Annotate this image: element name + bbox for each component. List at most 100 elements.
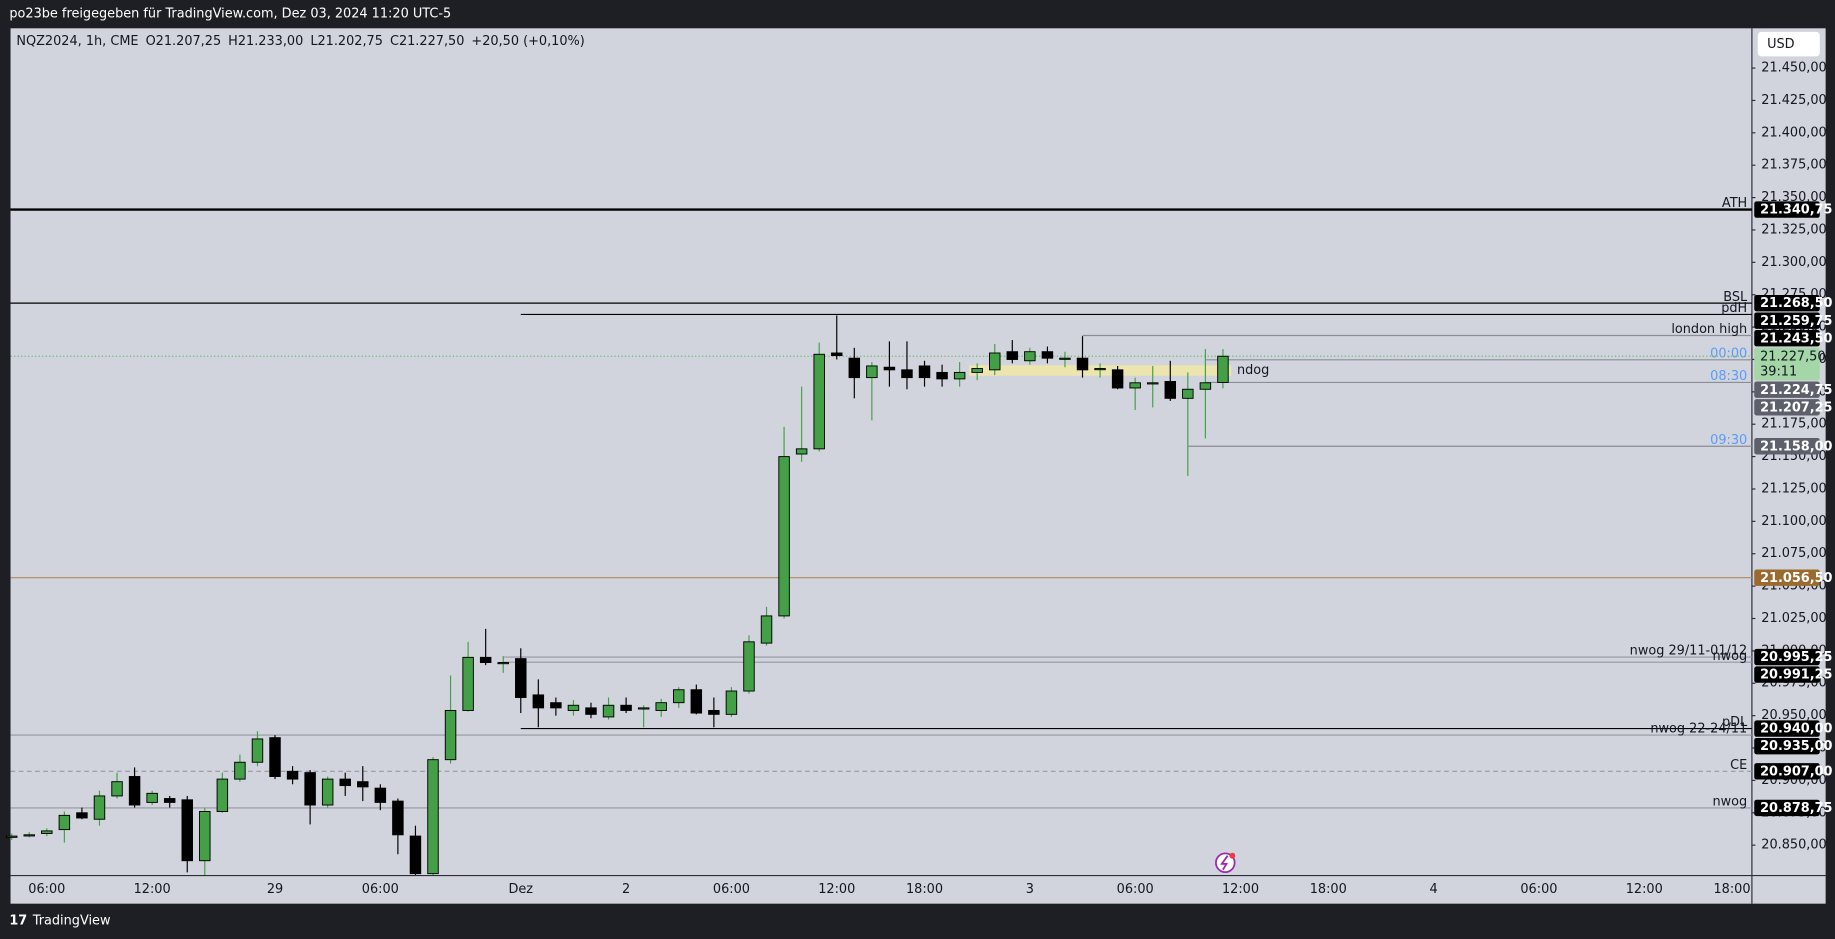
candle-body — [655, 702, 667, 711]
candle-body — [462, 656, 474, 711]
candle-body — [989, 352, 1001, 371]
level-box — [1754, 737, 1820, 755]
candle-body — [251, 738, 264, 763]
candle-body — [1111, 369, 1124, 389]
candle-body — [128, 776, 141, 806]
level-value: 20.991,25 — [1760, 668, 1832, 683]
currency-button[interactable] — [1757, 31, 1820, 57]
level-name: ATH — [1722, 196, 1747, 211]
candle-body — [5, 835, 18, 838]
ohlc-high: H21.233,00 — [228, 34, 303, 49]
candle-body — [392, 800, 404, 836]
candle-body — [1217, 355, 1229, 383]
y-tick-label: 20.850,00 — [1761, 838, 1826, 853]
level-value: 21.268,50 — [1760, 296, 1832, 311]
candle-body — [1059, 357, 1071, 360]
candle-body — [497, 662, 509, 665]
y-tick-label: 21.400,00 — [1761, 125, 1826, 140]
candle-body — [532, 694, 545, 709]
level-value: 21.158,00 — [1760, 439, 1832, 454]
candle-body — [620, 704, 632, 711]
candle-body — [953, 371, 966, 380]
y-tick-label: 21.350,00 — [1761, 190, 1826, 205]
zone-label: ndog — [1237, 363, 1269, 378]
y-tick-label: 21.175,00 — [1761, 417, 1826, 432]
candle-body — [673, 689, 685, 704]
candle-body — [304, 772, 316, 806]
x-tick-label: 12:00 — [134, 882, 171, 897]
level-value: 21.056,50 — [1760, 571, 1832, 586]
y-tick-label: 21.375,00 — [1761, 158, 1826, 173]
snapshot-icon[interactable] — [1215, 852, 1236, 873]
candle-body — [567, 704, 580, 711]
y-tick-label: 21.325,00 — [1761, 222, 1826, 237]
footer-brand: TradingView — [32, 914, 111, 929]
legend: NQZ2024, 1h, CME O21.207,25 H21.233,00 L21.… — [16, 34, 584, 49]
level-box — [1754, 399, 1820, 416]
countdown: 39:11 — [1760, 365, 1797, 380]
candle-body — [795, 448, 808, 455]
candle-body — [515, 658, 527, 698]
icon-bolt — [1220, 855, 1229, 871]
candle-body — [181, 799, 193, 862]
candle-body — [269, 737, 281, 777]
candle-body — [848, 357, 861, 379]
candle-body — [1006, 351, 1019, 360]
candle-body — [901, 369, 913, 379]
currency: USD — [1767, 37, 1795, 52]
candle-body — [708, 709, 720, 715]
ohlc-open: O21.207,25 — [146, 34, 222, 49]
x-tick-label: 06:00 — [713, 882, 750, 897]
candle-body — [1182, 388, 1194, 399]
candle-body — [1129, 382, 1141, 389]
candle-body — [146, 792, 158, 803]
candle-body — [918, 365, 931, 379]
candle-body — [936, 371, 948, 380]
x-tick-label: 2 — [622, 882, 630, 897]
icon-dot — [1229, 852, 1236, 859]
candle-body — [725, 690, 738, 715]
level-name: 09:30 — [1710, 433, 1747, 448]
candle-body — [550, 702, 562, 709]
y-tick-label: 21.425,00 — [1761, 93, 1826, 108]
candle-body — [163, 798, 176, 803]
x-tick-label: 12:00 — [1222, 882, 1259, 897]
level-value: 20.907,00 — [1760, 764, 1832, 779]
level-box — [1754, 666, 1820, 683]
y-tick-label: 21.025,00 — [1761, 611, 1826, 626]
level-name: nwog — [1713, 795, 1748, 810]
candle-body — [743, 641, 755, 692]
price-axis: 21.450,00 21.425,00 21.400,00 21.375,00 21.3… — [1751, 61, 1833, 853]
ohlc-low: L21.202,75 — [310, 34, 383, 49]
last-price-box — [1754, 347, 1820, 381]
level-box — [1754, 312, 1820, 329]
level-box — [1754, 381, 1820, 398]
logo-icon: 17 — [9, 914, 27, 929]
level-box — [1754, 799, 1820, 817]
y-tick-label: 21.075,00 — [1761, 546, 1826, 561]
x-tick-label: 06:00 — [362, 882, 399, 897]
level-box — [1754, 569, 1820, 586]
x-tick-label: 18:00 — [1310, 882, 1347, 897]
level-value: 21.340,75 — [1760, 203, 1832, 218]
candle-body — [1164, 381, 1177, 399]
candle-body — [883, 366, 896, 371]
candle-body — [339, 778, 351, 787]
x-tick-label: 29 — [267, 882, 283, 897]
y-tick-label: 21.100,00 — [1761, 514, 1826, 529]
level-value: 20.878,75 — [1760, 801, 1832, 816]
x-tick-label: 06:00 — [1520, 882, 1557, 897]
candle-body — [23, 834, 35, 837]
candle-body — [76, 812, 88, 819]
level-box — [1754, 648, 1820, 666]
icon-circle — [1215, 852, 1236, 873]
level-box — [1754, 294, 1820, 312]
candle-body — [760, 615, 773, 644]
candle-body — [1199, 382, 1212, 390]
level-name: BSL — [1723, 290, 1748, 305]
candle-body — [216, 778, 229, 812]
level-name: nwog — [1713, 649, 1748, 664]
candle-body — [111, 781, 123, 797]
